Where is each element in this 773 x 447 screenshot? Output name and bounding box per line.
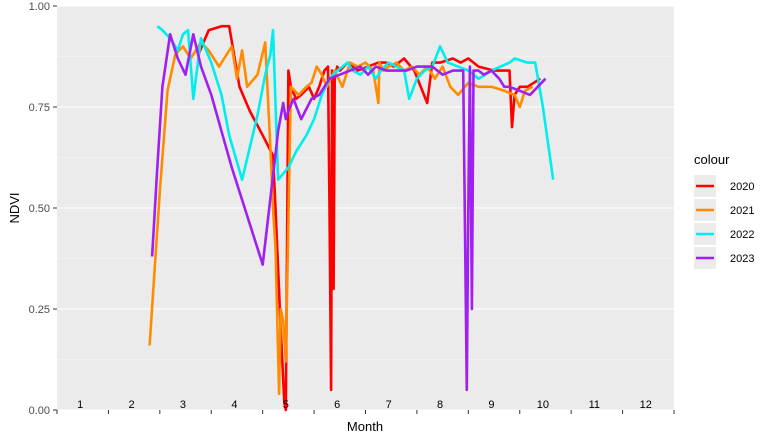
- x-tick-label: 6: [334, 399, 340, 411]
- x-tick-labels: 1 2 3 4 5 6 7 8 9 10 11 12: [77, 399, 652, 411]
- x-tick-label: 9: [488, 399, 494, 411]
- y-tick-label: 0.00: [29, 405, 50, 417]
- x-tick-label: 5: [283, 399, 289, 411]
- y-axis-ticks: [53, 5, 57, 411]
- legend: colour 2020 2021 2022 2023: [694, 152, 754, 269]
- x-tick-label: 1: [77, 399, 83, 411]
- series-lines: [148, 24, 555, 412]
- y-tick-labels: 0.00 0.25 0.50 0.75 1.00: [29, 1, 50, 417]
- series-line-2022: [156, 25, 555, 181]
- y-tick-label: 0.75: [29, 102, 50, 114]
- x-tick-label: 8: [437, 399, 443, 411]
- legend-label-2020: 2020: [730, 181, 754, 193]
- x-tick-label: 2: [128, 399, 134, 411]
- y-tick-label: 0.25: [29, 304, 50, 316]
- series-line-2020: [197, 24, 541, 412]
- legend-label-2021: 2021: [730, 205, 754, 217]
- y-tick-label: 0.50: [29, 203, 50, 215]
- x-tick-label: 10: [537, 399, 549, 411]
- x-tick-label: 7: [386, 399, 392, 411]
- x-axis-ticks: [56, 410, 675, 414]
- x-tick-label: 4: [231, 399, 237, 411]
- legend-label-2022: 2022: [730, 229, 754, 241]
- series-line-2021: [148, 41, 534, 396]
- legend-label-2023: 2023: [730, 253, 754, 265]
- minor-gridlines: [57, 56, 674, 360]
- y-tick-label: 1.00: [29, 1, 50, 13]
- legend-title: colour: [694, 152, 730, 167]
- x-tick-label: 11: [589, 399, 600, 411]
- x-tick-label: 12: [640, 399, 652, 411]
- x-tick-label: 3: [180, 399, 186, 411]
- x-axis-title: Month: [347, 419, 383, 434]
- series-line-2023: [150, 32, 547, 392]
- y-axis-title: NDVI: [7, 192, 22, 223]
